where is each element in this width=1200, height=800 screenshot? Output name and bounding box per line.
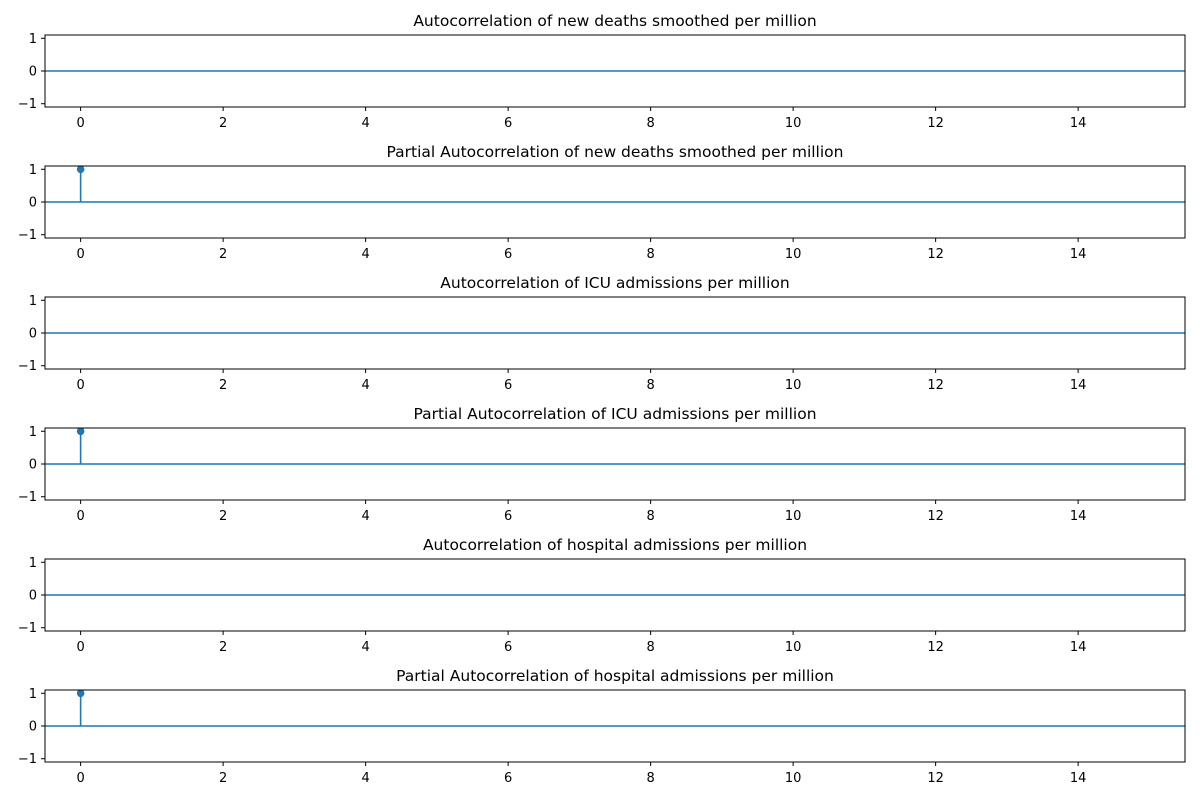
x-tick-label: 8 [646,509,654,524]
x-tick-label: 8 [646,247,654,262]
x-tick-label: 8 [646,771,654,786]
x-tick-label: 14 [1070,116,1087,131]
y-tick-label: −1 [18,228,37,243]
subplot-5: Autocorrelation of hospital admissions p… [18,536,1186,655]
y-tick-label: 1 [29,556,37,571]
x-tick-label: 6 [504,509,512,524]
stem-marker [76,689,85,698]
x-tick-label: 4 [361,509,369,524]
x-tick-label: 12 [927,378,944,393]
x-tick-label: 12 [927,509,944,524]
x-tick-label: 14 [1070,378,1087,393]
x-tick-label: 0 [76,771,84,786]
x-tick-label: 14 [1070,640,1087,655]
x-tick-label: 2 [219,116,227,131]
x-tick-label: 10 [785,771,802,786]
x-tick-label: 2 [219,509,227,524]
y-tick-label: 1 [29,32,37,47]
x-tick-label: 6 [504,378,512,393]
y-tick-label: 0 [29,458,37,473]
stem-marker [76,427,85,436]
x-tick-label: 8 [646,640,654,655]
x-tick-label: 0 [76,509,84,524]
x-tick-label: 8 [646,378,654,393]
subplot-title: Autocorrelation of new deaths smoothed p… [413,12,816,30]
x-tick-label: 0 [76,640,84,655]
x-tick-label: 14 [1070,247,1087,262]
x-tick-label: 0 [76,247,84,262]
x-tick-label: 6 [504,771,512,786]
y-tick-label: 1 [29,687,37,702]
y-tick-label: −1 [18,490,37,505]
subplot-6: Partial Autocorrelation of hospital admi… [18,667,1186,786]
x-tick-label: 12 [927,247,944,262]
x-tick-label: 10 [785,116,802,131]
x-tick-label: 12 [927,640,944,655]
x-tick-label: 2 [219,771,227,786]
x-tick-label: 2 [219,378,227,393]
subplot-title: Autocorrelation of ICU admissions per mi… [440,274,789,292]
subplot-1: Autocorrelation of new deaths smoothed p… [18,12,1186,131]
y-tick-label: −1 [18,752,37,767]
x-tick-label: 10 [785,378,802,393]
x-tick-label: 4 [361,771,369,786]
x-tick-label: 2 [219,640,227,655]
x-tick-label: 12 [927,116,944,131]
x-tick-label: 8 [646,116,654,131]
y-tick-label: 0 [29,196,37,211]
y-tick-label: 1 [29,425,37,440]
x-tick-label: 4 [361,116,369,131]
subplot-title: Autocorrelation of hospital admissions p… [423,536,807,554]
y-tick-label: 1 [29,163,37,178]
y-tick-label: −1 [18,97,37,112]
subplot-title: Partial Autocorrelation of hospital admi… [396,667,834,685]
x-tick-label: 6 [504,116,512,131]
x-tick-label: 14 [1070,509,1087,524]
subplot-4: Partial Autocorrelation of ICU admission… [18,405,1186,524]
y-tick-label: −1 [18,359,37,374]
y-tick-label: 0 [29,65,37,80]
x-tick-label: 10 [785,509,802,524]
x-tick-label: 14 [1070,771,1087,786]
x-tick-label: 4 [361,247,369,262]
y-tick-label: −1 [18,621,37,636]
x-tick-label: 10 [785,247,802,262]
x-tick-label: 4 [361,378,369,393]
x-tick-label: 0 [76,378,84,393]
x-tick-label: 6 [504,640,512,655]
x-tick-label: 12 [927,771,944,786]
y-tick-label: 0 [29,720,37,735]
y-tick-label: 0 [29,327,37,342]
x-tick-label: 4 [361,640,369,655]
subplot-title: Partial Autocorrelation of ICU admission… [413,405,816,423]
x-tick-label: 2 [219,247,227,262]
y-tick-label: 0 [29,589,37,604]
y-tick-label: 1 [29,294,37,309]
subplot-3: Autocorrelation of ICU admissions per mi… [18,274,1186,393]
x-tick-label: 0 [76,116,84,131]
stem-marker [76,165,85,174]
subplot-title: Partial Autocorrelation of new deaths sm… [387,143,844,161]
x-tick-label: 6 [504,247,512,262]
subplot-2: Partial Autocorrelation of new deaths sm… [18,143,1186,262]
x-tick-label: 10 [785,640,802,655]
